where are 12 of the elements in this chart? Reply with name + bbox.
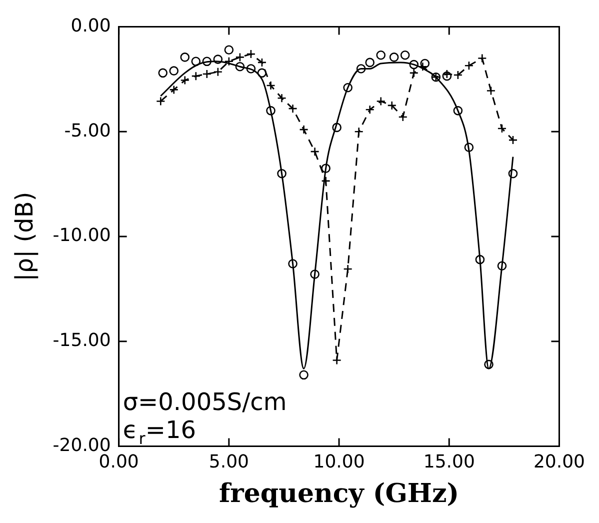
x-tick-label: 10.00 [313, 452, 365, 473]
annotation: σ=0.005S/cm [122, 388, 287, 416]
y-tick-label: -15.00 [52, 330, 111, 352]
x-tick-label: 0.00 [98, 452, 139, 473]
y-tick-label: -10.00 [52, 225, 111, 246]
x-tick-label: 5.00 [208, 452, 249, 473]
x-tick-label: 20.00 [533, 452, 585, 473]
x-tick-label: 15.00 [423, 452, 475, 473]
x-axis-title: frequency (GHz) [218, 479, 460, 510]
y-tick-label: 0.00 [70, 15, 111, 36]
y-tick-label: -5.00 [64, 120, 111, 142]
y-axis-title: |ρ| (dB) [10, 192, 39, 282]
